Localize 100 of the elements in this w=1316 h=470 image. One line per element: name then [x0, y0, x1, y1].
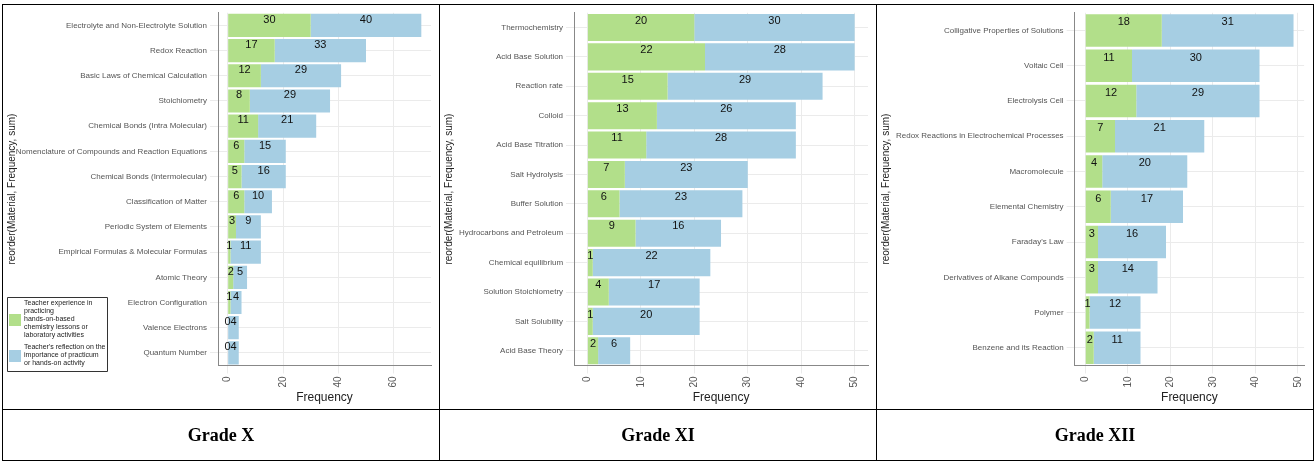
data-label: 26	[720, 101, 733, 114]
x-axis-title: Frequency	[1161, 390, 1218, 405]
data-label: 3	[1088, 262, 1095, 275]
bar	[1102, 155, 1188, 188]
data-label: 6	[233, 138, 240, 151]
y-tick-label: Hydrocarbons and Petroleum	[458, 228, 564, 238]
y-tick-label: Derivatives of Alkane Compounds	[943, 272, 1064, 282]
bar	[1085, 14, 1162, 47]
data-label: 22	[640, 43, 653, 56]
y-tick-label: Acid Base Theory	[500, 345, 564, 355]
bar	[587, 190, 620, 218]
data-label: 11	[237, 113, 249, 126]
bar	[274, 39, 366, 63]
data-label: 10	[251, 188, 265, 201]
bar	[244, 190, 272, 214]
data-label: 18	[1117, 15, 1130, 28]
x-tick-label: 0	[581, 376, 593, 383]
data-label: 0	[224, 340, 231, 353]
y-tick-label: Macromolecule	[1009, 166, 1065, 176]
bar	[1089, 296, 1141, 329]
y-tick-label: Faraday's Law	[1011, 237, 1064, 247]
data-label: 1	[1084, 297, 1091, 310]
data-label: 4	[595, 278, 602, 291]
bar	[1132, 49, 1260, 82]
y-tick-label: Quantum Number	[143, 348, 208, 358]
data-label: 4	[232, 289, 240, 302]
data-label: 9	[245, 214, 252, 227]
y-tick-label: Electron Configuration	[127, 297, 207, 307]
bar	[587, 72, 668, 100]
data-label: 2	[227, 264, 234, 277]
data-label: 14	[1121, 262, 1134, 275]
data-label: 11	[1103, 50, 1115, 63]
y-tick-label: Buffer Solution	[510, 199, 564, 209]
bar	[587, 13, 695, 42]
y-tick-label: Polymer	[1034, 307, 1064, 317]
bar	[587, 249, 593, 277]
bar	[587, 307, 593, 335]
x-tick-label: 0	[221, 376, 233, 383]
bar	[592, 249, 711, 277]
bar	[667, 72, 823, 100]
data-label: 29	[1191, 85, 1205, 98]
y-tick-label: Colloid	[538, 110, 564, 120]
y-axis-title: reorder(Material, Frequency, sum)	[5, 113, 17, 265]
y-tick-label: Valence Electrons	[143, 322, 207, 332]
data-label: 13	[616, 101, 629, 114]
data-label: 29	[738, 72, 752, 85]
data-label: 11	[1111, 332, 1123, 345]
bar	[241, 164, 286, 189]
data-label: 4	[230, 314, 237, 327]
x-tick-label: 20	[276, 376, 288, 388]
bar	[310, 13, 422, 37]
data-label: 16	[672, 219, 685, 232]
bar	[1085, 120, 1116, 153]
bar	[624, 160, 748, 188]
bar	[260, 64, 342, 88]
bar	[587, 102, 657, 130]
data-label: 4	[1090, 156, 1098, 169]
data-label: 17	[245, 37, 258, 50]
data-label: 1	[226, 289, 233, 302]
data-label: 30	[263, 12, 276, 25]
data-label: 20	[1138, 156, 1151, 169]
y-tick-label: Elemental Chemistry	[989, 201, 1064, 211]
data-label: 1	[587, 248, 594, 261]
bar	[598, 337, 631, 365]
bar	[1161, 14, 1294, 47]
bar	[1098, 225, 1167, 259]
bar	[230, 240, 261, 264]
data-label: 9	[608, 219, 615, 232]
data-label: 12	[1104, 85, 1118, 98]
data-label: 5	[231, 163, 238, 176]
data-label: 1	[226, 239, 233, 252]
x-tick-label: 30	[741, 376, 753, 388]
bar	[235, 215, 261, 239]
x-tick-label: 30	[1206, 376, 1218, 388]
data-label: 28	[773, 43, 786, 56]
bar	[1085, 155, 1103, 188]
data-label: 6	[233, 188, 240, 201]
data-label: 0	[224, 314, 231, 327]
data-label: 7	[1097, 121, 1104, 134]
y-tick-label: Salt Hydrolysis	[510, 169, 564, 179]
y-tick-label: Colligative Properties of Solutions	[944, 25, 1064, 35]
data-label: 29	[283, 88, 297, 101]
data-label: 11	[611, 131, 623, 144]
bar	[228, 89, 250, 113]
x-tick-label: 0	[1079, 376, 1091, 383]
x-tick-label: 40	[794, 376, 806, 388]
x-tick-label: 20	[688, 376, 700, 388]
bar	[1098, 261, 1158, 294]
bar	[1085, 84, 1137, 118]
data-label: 30	[1189, 50, 1202, 63]
x-tick-label: 40	[1249, 376, 1261, 388]
x-tick-label: 10	[1121, 376, 1133, 388]
y-tick-label: Solution Stoichiometry	[483, 287, 564, 297]
x-tick-label: 20	[1164, 376, 1176, 388]
y-tick-label: Periodic System of Elements	[104, 222, 207, 232]
data-label: 15	[621, 72, 634, 85]
x-axis-title: Frequency	[692, 390, 750, 405]
y-tick-label: Basic Laws of Chemical Calculation	[80, 70, 207, 80]
data-label: 12	[1108, 297, 1122, 310]
x-tick-label: 50	[848, 376, 860, 388]
